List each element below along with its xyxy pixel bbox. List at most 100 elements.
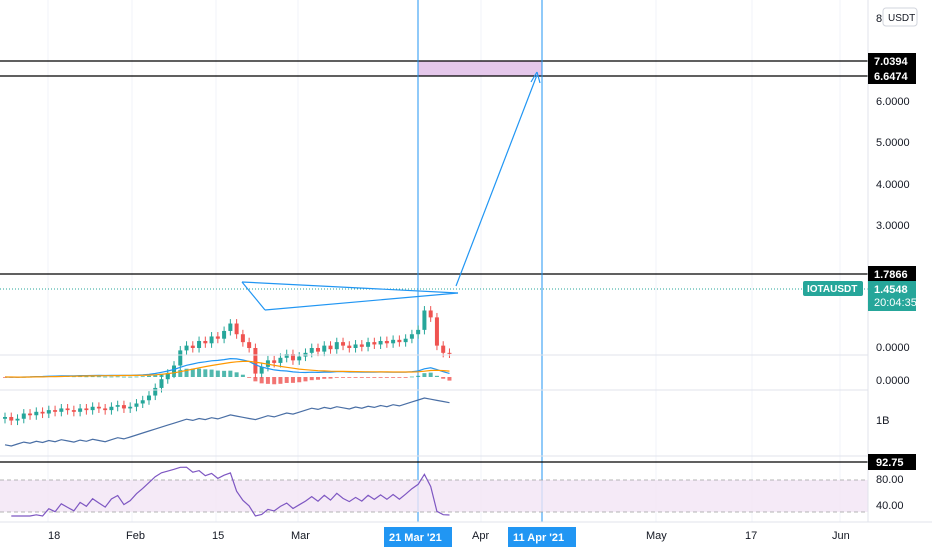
macd-histogram (3, 368, 452, 385)
price-axis[interactable]: 8 USDT 6.0000 5.0000 4.0000 3.0000 7.039… (803, 0, 918, 522)
candle-body (353, 344, 358, 348)
candle-body (109, 406, 114, 411)
symbol-label[interactable]: IOTAUSDT (803, 281, 863, 296)
last-price-box: 1.4548 20:04:35 (868, 281, 917, 311)
candle-body (240, 334, 245, 343)
macd-bar (247, 377, 252, 378)
macd-bar (90, 376, 95, 378)
macd-bar (209, 369, 214, 377)
macd-bar (341, 377, 346, 378)
macd-bar (284, 377, 289, 383)
macd-bar (353, 377, 358, 378)
time-label-17: 17 (745, 530, 757, 542)
rsi-line (11, 466, 450, 517)
macd-bar (328, 377, 333, 379)
candle-body (28, 413, 33, 416)
level-box-1-7866: 1.7866 (868, 266, 916, 282)
triangle-left-line[interactable] (241, 281, 266, 311)
macd-bar (84, 376, 89, 378)
macd-bar (297, 377, 302, 383)
macd-axis-label-1: 0.0000 (876, 342, 910, 354)
drawings[interactable] (241, 71, 541, 311)
candle-body (103, 408, 108, 411)
candle-body (278, 357, 283, 363)
macd-line (4, 357, 450, 378)
time-label-feb: Feb (126, 530, 145, 542)
macd-bar (96, 376, 101, 378)
time-label-18: 18 (48, 530, 60, 542)
svg-text:7.0394: 7.0394 (874, 56, 909, 68)
macd-bar (359, 377, 364, 378)
candle-body (447, 352, 452, 354)
level-box-7-0394: 7.0394 (868, 53, 916, 69)
macd-bar (153, 374, 158, 377)
macd-bar (172, 371, 177, 377)
macd-bar (322, 377, 327, 379)
macd-bar (190, 368, 195, 377)
macd-bar (234, 372, 239, 377)
candle-body (40, 411, 45, 414)
rsi-axis-label-80: 80.00 (876, 474, 904, 486)
macd-bar (109, 376, 114, 378)
candle-body (65, 408, 70, 411)
macd-bar (278, 377, 283, 384)
macd-bar (134, 376, 139, 378)
projection-arrow[interactable] (455, 74, 538, 287)
macd-bar (309, 377, 314, 381)
macd-bar (140, 376, 145, 378)
candle-body (290, 354, 295, 361)
candle-body (309, 348, 314, 353)
macd-bar (103, 376, 108, 378)
time-axis[interactable]: 18 Feb 15 Mar Apr May 17 Jun 21 Mar '21 … (0, 521, 932, 547)
candle-body (316, 348, 320, 352)
macd-bar (215, 370, 220, 377)
candle-body (184, 345, 189, 351)
candle-body (328, 345, 333, 350)
macd-bar (259, 377, 264, 384)
candle-body (366, 342, 371, 347)
time-marker-mar21[interactable]: 21 Mar '21 (384, 527, 452, 547)
candle-body (422, 310, 427, 330)
price-label-top: 8 (876, 13, 882, 25)
candle-body (59, 408, 64, 412)
price-label-5: 5.0000 (876, 137, 910, 149)
time-label-may: May (646, 530, 667, 542)
macd-bar (178, 369, 183, 377)
candle-body (209, 336, 214, 344)
triangle-lower-line[interactable] (264, 292, 459, 311)
macd-bar (115, 376, 120, 378)
candle-body (259, 366, 264, 374)
macd-bar (416, 375, 421, 377)
candle-body (334, 342, 339, 350)
candle-body (384, 340, 389, 344)
candle-body (322, 345, 327, 352)
candle-body (272, 360, 277, 363)
candle-body (397, 339, 402, 343)
rsi-level-box: 92.75 (868, 454, 916, 470)
candle-body (71, 410, 76, 412)
target-zone-box[interactable] (418, 61, 542, 76)
candle-body (197, 340, 202, 348)
countdown-text: 20:04:35 (874, 297, 917, 309)
macd-bar (441, 377, 446, 379)
macd-bar (384, 377, 389, 378)
macd-bar (240, 374, 245, 377)
candle-body (153, 387, 158, 396)
candle-body (347, 345, 352, 348)
candle-body (203, 340, 208, 344)
macd-bar (372, 377, 377, 378)
macd-bar (290, 377, 295, 383)
time-marker-apr11[interactable]: 11 Apr '21 (508, 527, 576, 547)
candle-body (159, 379, 164, 388)
currency-button[interactable]: USDT (882, 7, 918, 27)
macd-bar (447, 377, 452, 381)
price-label-4: 4.0000 (876, 179, 910, 191)
svg-text:USDT: USDT (888, 13, 915, 24)
triangle-upper-line[interactable] (241, 281, 459, 294)
macd-bar (334, 377, 339, 378)
signal-line (5, 360, 450, 378)
candle-body (441, 345, 446, 353)
macd-bar (184, 368, 189, 377)
macd-bar (222, 370, 227, 377)
